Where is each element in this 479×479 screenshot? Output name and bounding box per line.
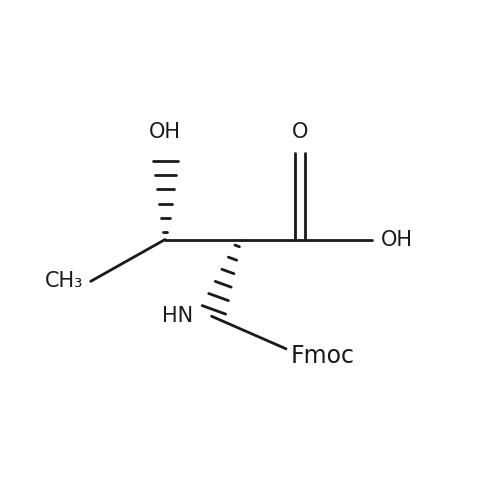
Text: O: O — [292, 122, 308, 142]
Text: OH: OH — [149, 122, 181, 142]
Text: OH: OH — [380, 229, 412, 250]
Text: Fmoc: Fmoc — [291, 344, 354, 368]
Text: CH₃: CH₃ — [46, 272, 84, 291]
Text: HN: HN — [162, 306, 193, 326]
